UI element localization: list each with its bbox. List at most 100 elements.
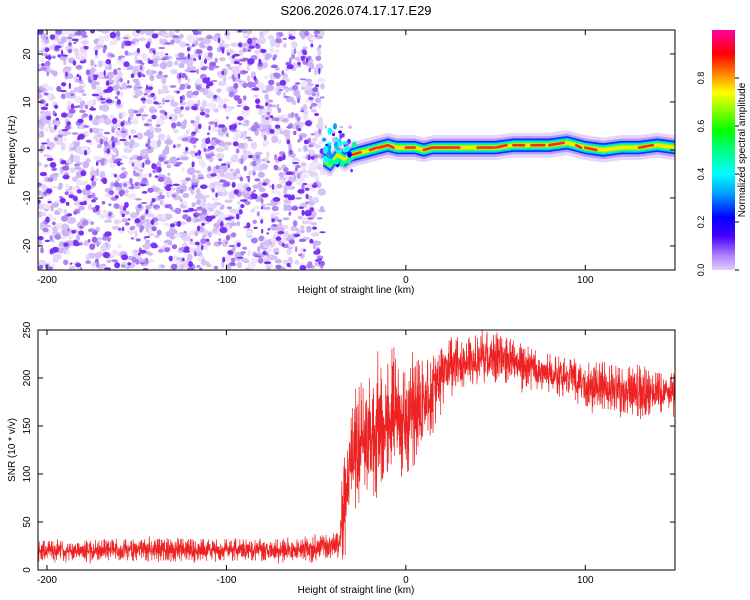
noise-speckle	[95, 261, 100, 268]
noise-speckle	[89, 243, 96, 250]
noise-speckle	[46, 115, 52, 120]
noise-speckle	[76, 74, 80, 78]
noise-speckle	[301, 216, 309, 222]
noise-speckle	[74, 162, 79, 170]
noise-speckle	[150, 93, 155, 97]
noise-speckle	[304, 85, 312, 91]
noise-speckle	[247, 81, 255, 88]
colorbar-scale	[712, 30, 735, 270]
noise-speckle	[297, 128, 302, 132]
noise-speckle	[145, 208, 149, 215]
noise-speckle	[83, 51, 88, 59]
noise-speckle	[100, 244, 108, 252]
noise-speckle	[40, 247, 44, 254]
noise-speckle	[236, 242, 241, 248]
noise-speckle	[136, 209, 140, 216]
noise-speckle	[299, 265, 307, 270]
noise-speckle	[286, 262, 291, 268]
noise-speckle	[158, 71, 163, 75]
noise-speckle	[207, 51, 213, 58]
noise-speckle	[179, 33, 184, 39]
noise-speckle	[219, 227, 228, 234]
noise-speckle	[72, 60, 77, 66]
noise-speckle	[223, 103, 227, 109]
noise-speckle	[96, 240, 100, 248]
noise-speckle	[303, 220, 313, 225]
noise-speckle	[134, 218, 141, 224]
noise-speckle	[57, 129, 64, 136]
noise-speckle	[186, 59, 194, 67]
transition-speckle	[341, 133, 345, 138]
noise-speckle	[211, 196, 220, 202]
noise-speckle	[124, 40, 132, 46]
noise-speckle	[43, 92, 49, 96]
noise-speckle	[128, 135, 131, 140]
noise-speckle	[158, 249, 164, 253]
noise-speckle	[182, 261, 190, 268]
noise-speckle	[179, 73, 182, 79]
noise-speckle	[265, 248, 273, 253]
noise-speckle	[173, 129, 179, 134]
noise-speckle	[91, 93, 100, 97]
noise-speckle	[151, 198, 156, 203]
noise-speckle	[111, 226, 121, 230]
noise-speckle	[254, 151, 263, 156]
noise-speckle	[247, 139, 253, 142]
noise-speckle	[188, 261, 194, 268]
noise-speckle	[247, 48, 251, 52]
signal-core	[350, 151, 362, 157]
noise-speckle	[58, 182, 63, 189]
noise-speckle	[203, 147, 207, 152]
noise-speckle	[217, 213, 227, 221]
noise-speckle	[128, 108, 135, 115]
noise-speckle	[309, 201, 314, 206]
noise-speckle	[108, 203, 112, 207]
noise-speckle	[151, 267, 157, 270]
noise-speckle	[290, 225, 298, 232]
noise-speckle	[305, 193, 309, 200]
noise-speckle	[278, 172, 285, 177]
noise-speckle	[135, 238, 141, 242]
noise-speckle	[293, 130, 297, 136]
noise-speckle	[158, 194, 166, 200]
noise-speckle	[159, 218, 167, 222]
noise-speckle	[314, 97, 322, 103]
noise-speckle	[110, 181, 115, 187]
noise-speckle	[258, 187, 266, 192]
noise-speckle	[311, 92, 316, 97]
noise-speckle	[123, 183, 128, 187]
noise-speckle	[205, 114, 210, 118]
noise-speckle	[285, 181, 292, 186]
noise-speckle	[176, 157, 180, 161]
noise-speckle	[49, 185, 58, 189]
noise-speckle	[72, 195, 78, 202]
noise-speckle	[265, 102, 269, 106]
noise-speckle	[274, 252, 279, 255]
noise-speckle	[220, 221, 224, 228]
noise-speckle	[182, 249, 191, 253]
noise-speckle	[134, 230, 138, 238]
noise-speckle	[111, 249, 118, 257]
noise-speckle	[194, 218, 202, 223]
noise-speckle	[215, 192, 218, 198]
noise-speckle	[295, 231, 303, 235]
noise-speckle	[168, 255, 173, 262]
noise-speckle	[89, 107, 97, 111]
noise-speckle	[120, 167, 126, 171]
noise-speckle	[300, 225, 305, 230]
noise-speckle	[151, 166, 158, 169]
snr-plot-area	[38, 330, 675, 564]
noise-speckle	[238, 122, 242, 125]
noise-speckle	[145, 143, 150, 148]
noise-speckle	[139, 262, 146, 265]
noise-speckle	[61, 36, 67, 43]
noise-speckle	[149, 74, 155, 82]
noise-speckle	[246, 75, 251, 82]
noise-speckle	[113, 173, 117, 178]
noise-speckle	[261, 206, 264, 210]
transition-speckle	[338, 130, 342, 134]
noise-speckle	[55, 30, 62, 35]
noise-speckle	[225, 235, 230, 241]
noise-speckle	[40, 32, 46, 40]
noise-speckle	[172, 35, 180, 38]
